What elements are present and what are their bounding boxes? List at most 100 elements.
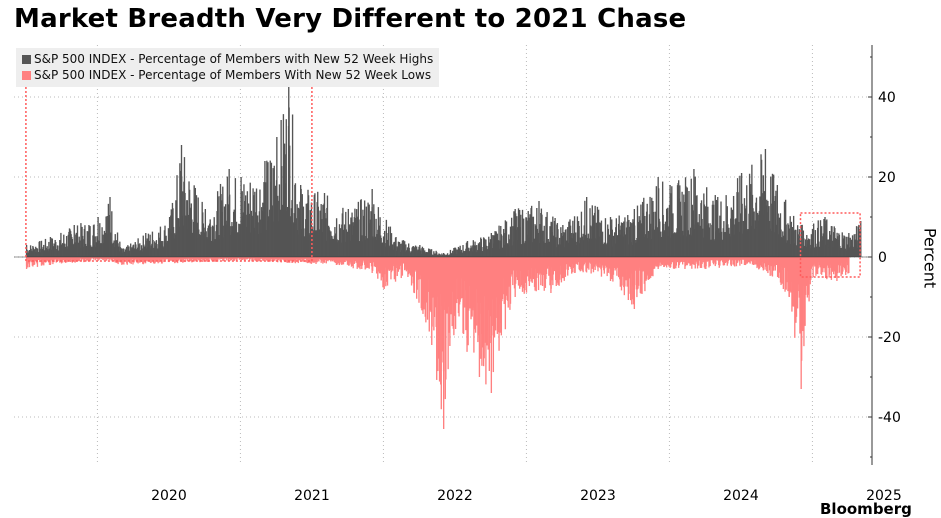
lows-bar [592, 257, 595, 273]
lows-bar [72, 257, 75, 262]
highs-bar [580, 211, 583, 257]
lows-bar [269, 257, 271, 262]
lows-bar [619, 257, 621, 287]
highs-bar [513, 211, 515, 257]
lows-bar [429, 257, 431, 311]
lows-bar [746, 257, 748, 264]
legend-label-highs: S&P 500 INDEX - Percentage of Members wi… [34, 52, 434, 66]
highs-bar [285, 119, 287, 257]
lows-bar [764, 257, 766, 270]
lows-bar [294, 257, 297, 264]
lows-bar [111, 257, 114, 262]
highs-bar [335, 218, 338, 257]
lows-bar [368, 257, 370, 269]
highs-bar [693, 169, 695, 257]
highs-bar [652, 211, 655, 257]
lows-bar [246, 257, 249, 260]
highs-bar [300, 185, 302, 257]
lows-bar [447, 257, 449, 370]
lows-bar [644, 257, 646, 292]
highs-bar [297, 207, 299, 257]
highs-bar [373, 213, 376, 257]
highs-bar [532, 216, 535, 257]
lows-bar [157, 257, 159, 264]
highs-bar [633, 209, 636, 257]
highs-bar [55, 241, 57, 257]
y-tick-label: -40 [878, 410, 901, 426]
highs-bar [848, 233, 850, 257]
lows-bar [240, 257, 242, 261]
lows-bar [170, 257, 172, 261]
lows-bar [129, 257, 131, 264]
lows-bar [684, 257, 687, 267]
highs-bar [40, 240, 43, 257]
highs-bar [429, 248, 431, 257]
lows-bar [407, 257, 409, 277]
highs-bar [683, 202, 686, 257]
highs-bar [632, 221, 635, 257]
lows-bar [371, 257, 373, 273]
highs-bar [568, 221, 570, 257]
lows-bar [485, 257, 487, 385]
highs-bar [732, 195, 735, 257]
lows-bar [33, 257, 36, 265]
lows-bar [236, 257, 238, 260]
highs-bar [488, 242, 491, 257]
legend-swatch-highs [22, 54, 31, 64]
highs-bar [557, 229, 559, 257]
lows-bar [67, 257, 70, 262]
highs-bar [203, 227, 205, 257]
lows-bar [421, 257, 423, 311]
lows-bar [244, 257, 246, 261]
lows-bar [453, 257, 455, 336]
lows-bar [97, 257, 99, 261]
highs-bar [555, 237, 557, 257]
lows-bar [730, 257, 732, 267]
y-tick-label: 0 [878, 250, 887, 266]
lows-bar [223, 257, 225, 262]
highs-bar [851, 235, 854, 257]
highs-bar [362, 209, 364, 257]
highs-bar [272, 168, 274, 257]
highs-bar [679, 201, 682, 257]
highs-bar [801, 224, 803, 257]
lows-bar [571, 257, 573, 274]
highs-bar [446, 253, 449, 257]
lows-bar [462, 257, 465, 334]
highlight-box [25, 76, 313, 262]
highs-bar [323, 193, 326, 257]
highs-bar [498, 225, 500, 257]
highs-bar [789, 216, 791, 257]
highs-bar [317, 206, 319, 257]
lows-bar [400, 257, 402, 279]
lows-bar [641, 257, 643, 294]
highs-bar [474, 245, 477, 257]
lows-bar [637, 257, 640, 286]
lows-bar [541, 257, 544, 287]
highs-bar [624, 217, 626, 257]
highs-bar [845, 236, 847, 257]
lows-bar [338, 257, 341, 266]
highs-bar [611, 229, 613, 257]
highs-bar [586, 197, 588, 257]
highs-bar [405, 244, 407, 257]
highs-bar [817, 220, 819, 257]
highs-bar [375, 218, 377, 257]
highs-bar [121, 249, 123, 257]
highs-bar [543, 225, 545, 257]
highs-bar [717, 197, 719, 257]
highs-bar [522, 218, 525, 257]
lows-bar [130, 257, 132, 264]
lows-bar [25, 257, 28, 269]
legend-item-lows: S&P 500 INDEX - Percentage of Members Wi… [22, 67, 433, 83]
lows-bar [754, 257, 756, 265]
lows-bar [309, 257, 311, 264]
highs-bar [182, 191, 184, 257]
lows-bar [254, 257, 256, 261]
highs-bar [39, 241, 41, 257]
highs-bar [389, 226, 392, 257]
highs-bar [413, 247, 416, 257]
lows-bar [588, 257, 590, 270]
highs-bar [669, 185, 671, 257]
